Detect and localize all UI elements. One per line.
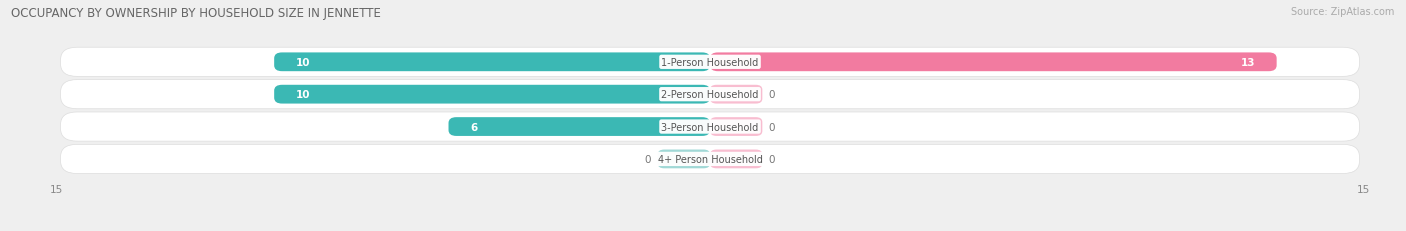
FancyBboxPatch shape [60,48,1360,77]
Text: 6: 6 [470,122,478,132]
Text: 3-Person Household: 3-Person Household [661,122,759,132]
Text: 2-Person Household: 2-Person Household [661,90,759,100]
FancyBboxPatch shape [274,85,710,104]
Text: 0: 0 [769,122,775,132]
FancyBboxPatch shape [710,85,762,104]
Text: OCCUPANCY BY OWNERSHIP BY HOUSEHOLD SIZE IN JENNETTE: OCCUPANCY BY OWNERSHIP BY HOUSEHOLD SIZE… [11,7,381,20]
Text: 10: 10 [295,90,311,100]
FancyBboxPatch shape [658,150,710,169]
Text: 4+ Person Household: 4+ Person Household [658,154,762,164]
FancyBboxPatch shape [710,118,762,136]
FancyBboxPatch shape [710,150,762,169]
Text: Source: ZipAtlas.com: Source: ZipAtlas.com [1291,7,1395,17]
FancyBboxPatch shape [60,112,1360,142]
FancyBboxPatch shape [710,53,1277,72]
FancyBboxPatch shape [60,80,1360,109]
FancyBboxPatch shape [449,118,710,136]
Text: 0: 0 [769,90,775,100]
FancyBboxPatch shape [274,53,710,72]
Text: 0: 0 [645,154,651,164]
Text: 1-Person Household: 1-Person Household [661,58,759,67]
Text: 10: 10 [295,58,311,67]
FancyBboxPatch shape [60,145,1360,174]
Text: 13: 13 [1240,58,1256,67]
Text: 0: 0 [769,154,775,164]
